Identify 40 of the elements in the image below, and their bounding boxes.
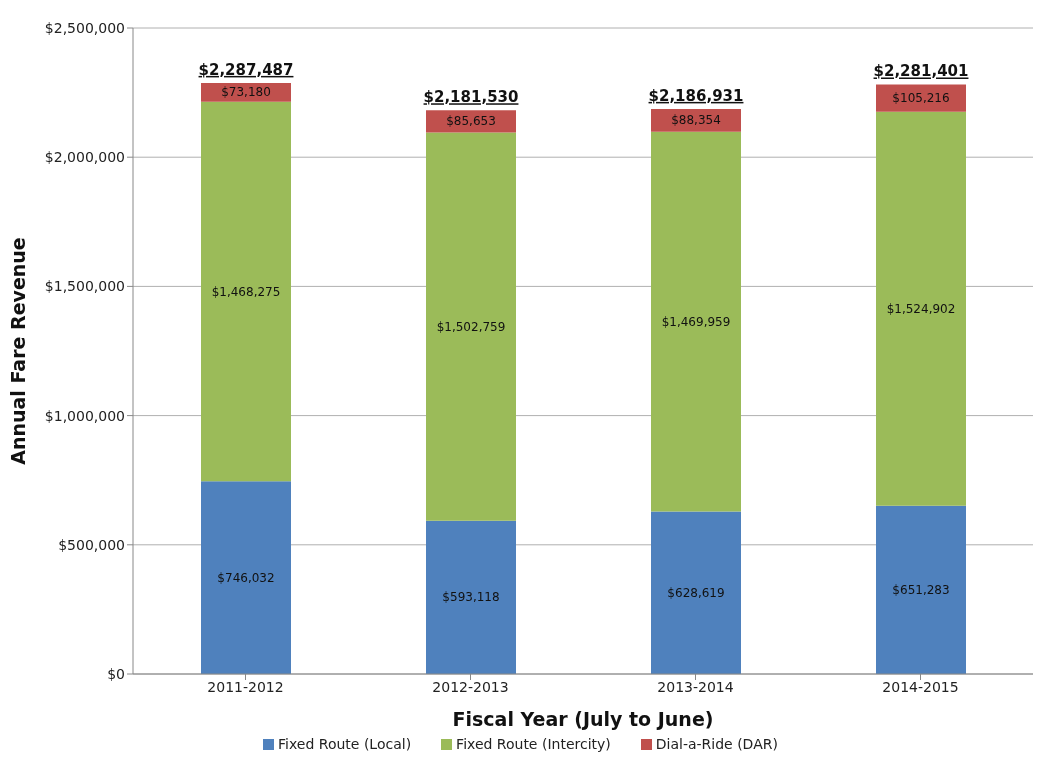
x-axis-title: Fiscal Year (July to June) — [452, 708, 714, 730]
data-label: $1,502,759 — [436, 319, 506, 334]
bar — [651, 511, 741, 674]
y-tick-label: $1,000,000 — [44, 407, 125, 424]
bar — [201, 101, 291, 482]
total-label: $2,186,931 — [648, 86, 744, 105]
y-tick-label: $2,500,000 — [44, 19, 125, 36]
y-tick-label: $2,000,000 — [44, 149, 125, 166]
data-label: $88,354 — [671, 113, 721, 128]
legend-label: Dial-a-Ride (DAR) — [655, 736, 778, 752]
x-tick-label: 2012-2013 — [432, 678, 509, 695]
data-label: $651,283 — [892, 582, 950, 597]
data-label: $593,118 — [442, 590, 500, 605]
data-label: $746,032 — [217, 570, 275, 585]
data-label: $85,653 — [446, 114, 496, 129]
data-label: $73,180 — [221, 85, 271, 100]
data-label: $1,468,275 — [211, 284, 281, 299]
y-tick-label: $1,500,000 — [44, 278, 125, 295]
bar — [426, 132, 516, 521]
data-label: $105,216 — [892, 91, 950, 106]
bar — [876, 505, 966, 674]
legend-label: Fixed Route (Intercity) — [456, 736, 611, 752]
data-label: $1,469,959 — [661, 314, 731, 329]
bar — [201, 481, 291, 674]
x-tick-label: 2014-2015 — [882, 678, 959, 695]
data-label: $628,619 — [667, 585, 725, 600]
total-label: $2,181,530 — [423, 88, 519, 107]
x-tick-label: 2011-2012 — [207, 678, 284, 695]
x-tick-label: 2013-2014 — [657, 678, 734, 695]
data-label: $1,524,902 — [886, 301, 956, 316]
y-tick-label: $0 — [107, 665, 125, 682]
bar — [876, 111, 966, 506]
total-label: $2,287,487 — [198, 60, 294, 79]
y-tick-label: $500,000 — [58, 536, 125, 553]
bar — [876, 84, 966, 112]
bar — [651, 131, 741, 512]
total-label: $2,281,401 — [873, 62, 969, 81]
legend-label: Fixed Route (Local) — [278, 736, 412, 752]
y-axis-title: Annual Fare Revenue — [6, 237, 29, 465]
bar — [426, 520, 516, 674]
